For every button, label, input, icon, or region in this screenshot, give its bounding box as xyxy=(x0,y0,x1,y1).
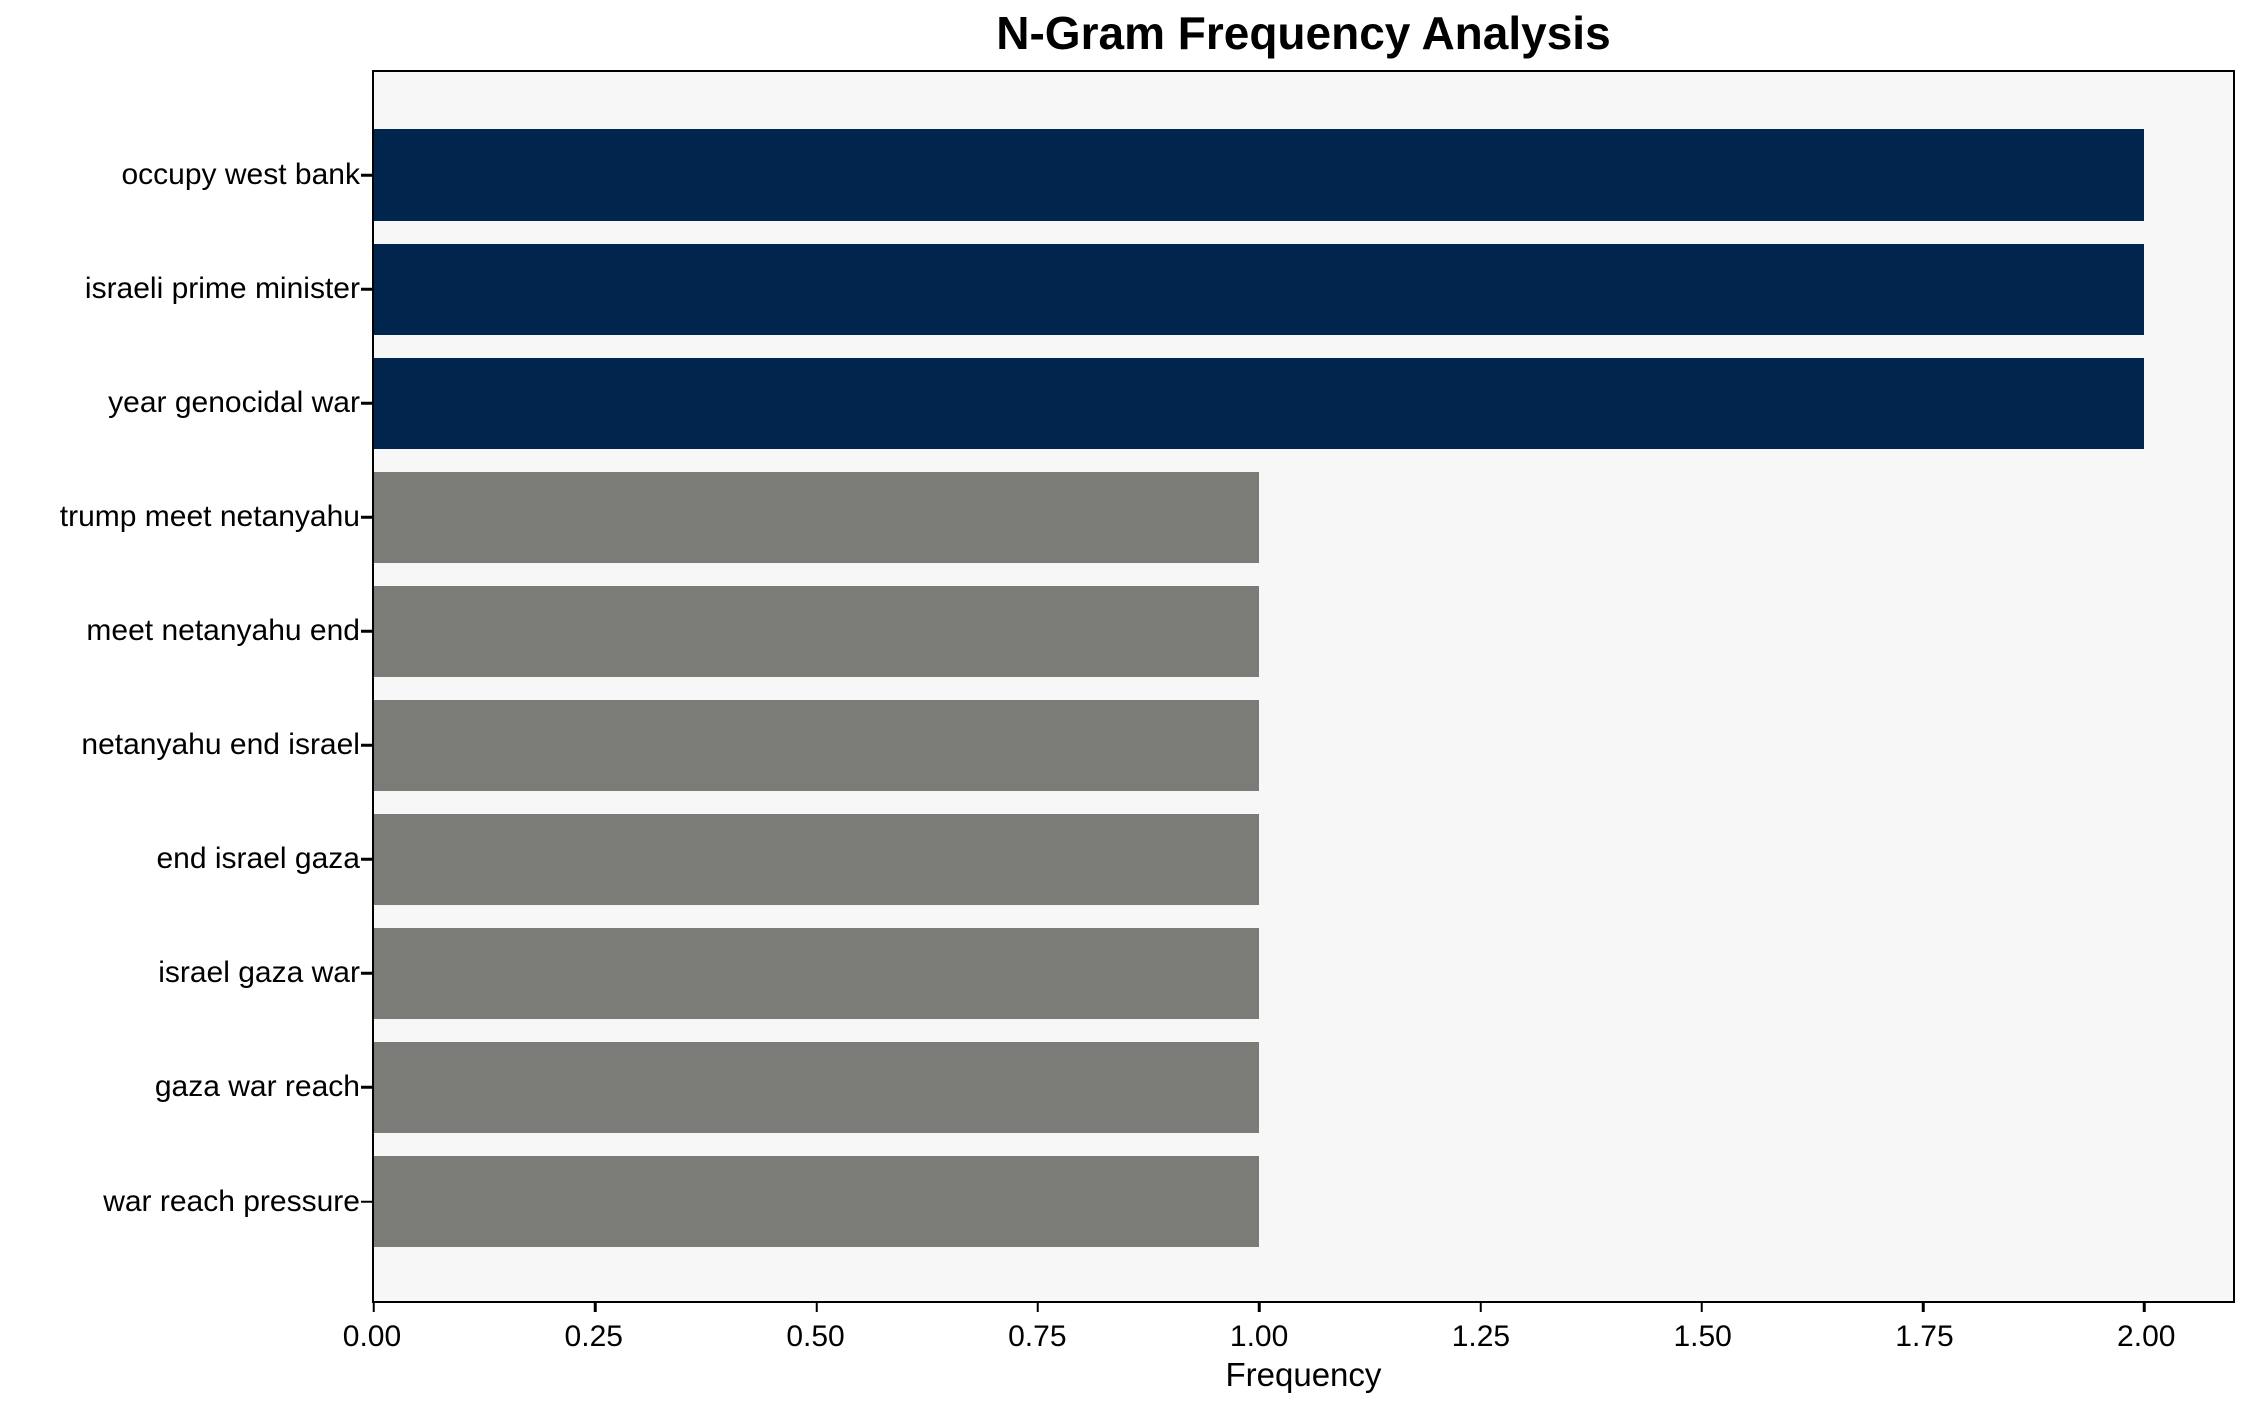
bar-row: gaza war reach xyxy=(155,1030,2233,1144)
y-tick-label: meet netanyahu end xyxy=(86,614,360,648)
x-tick-mark xyxy=(1257,1300,1261,1312)
y-tick-label: gaza war reach xyxy=(154,1070,360,1104)
y-tick-mark xyxy=(360,1200,374,1203)
x-tick-mark xyxy=(2143,1300,2146,1312)
x-tick-label: 0.25 xyxy=(564,1319,623,1353)
bar-occupy-west-bank xyxy=(373,129,2145,221)
y-tick-mark xyxy=(360,744,374,747)
y-tick-mark xyxy=(360,858,374,861)
x-tick-mark xyxy=(815,1300,818,1312)
y-tick-label: israel gaza war xyxy=(158,956,360,990)
x-tick-label: 1.00 xyxy=(1229,1319,1289,1353)
y-tick-label: israeli prime minister xyxy=(84,272,360,306)
x-tick-mark xyxy=(594,1300,597,1312)
bar-israel-gaza-war xyxy=(373,927,1260,1020)
bar-row: occupy west bank xyxy=(122,118,2233,232)
y-tick-mark xyxy=(360,401,374,405)
bar-war-reach-pressure xyxy=(373,1155,1260,1248)
bar-netanyahu-end-israel xyxy=(373,699,1260,791)
bar-meet-netanyahu-end xyxy=(373,585,1260,677)
x-tick-label: 0.75 xyxy=(1008,1319,1067,1353)
chart-title: N-Gram Frequency Analysis xyxy=(996,7,1611,59)
bar-row: netanyahu end israel xyxy=(81,688,2233,802)
bar-row: end israel gaza xyxy=(157,802,2233,916)
y-tick-mark xyxy=(360,515,374,519)
y-tick-label: occupy west bank xyxy=(121,158,360,192)
y-tick-mark xyxy=(360,630,374,633)
bar-row: meet netanyahu end xyxy=(86,574,2233,688)
x-tick-label: 1.75 xyxy=(1895,1319,1954,1353)
bar-israeli-prime-minister xyxy=(373,243,2145,335)
bar-gaza-war-reach xyxy=(373,1041,1260,1134)
x-tick-label: 1.25 xyxy=(1451,1319,1511,1353)
y-tick-label: netanyahu end israel xyxy=(81,728,360,762)
bar-end-israel-gaza xyxy=(373,813,1260,905)
y-tick-mark xyxy=(360,173,374,177)
x-tick-mark xyxy=(1036,1300,1040,1312)
y-tick-label: war reach pressure xyxy=(103,1184,360,1218)
y-tick-mark xyxy=(360,972,374,975)
x-tick-label: 2.00 xyxy=(2117,1319,2176,1353)
x-tick-mark xyxy=(372,1300,376,1312)
bar-row: war reach pressure xyxy=(103,1144,2233,1258)
bar-trump-meet-netanyahu xyxy=(373,471,1260,563)
x-tick-mark xyxy=(1921,1300,1925,1312)
x-tick-label: 1.50 xyxy=(1673,1319,1732,1353)
y-tick-mark xyxy=(360,287,374,291)
bars-container: occupy west bank israeli prime minister ye… xyxy=(60,118,2233,1259)
bar-year-genocidal-war xyxy=(373,357,2145,449)
x-tick-mark xyxy=(1700,1300,1704,1312)
x-tick-label: 0.00 xyxy=(342,1319,402,1353)
bar-row: israel gaza war xyxy=(158,916,2233,1030)
bar-row: trump meet netanyahu xyxy=(60,460,2233,574)
bar-row: israeli prime minister xyxy=(85,232,2233,346)
x-tick-mark xyxy=(1479,1300,1482,1312)
bar-row: year genocidal war xyxy=(108,346,2233,460)
plot-area: occupy west bank israeli prime minister ye… xyxy=(60,69,2235,1312)
y-tick-label: trump meet netanyahu xyxy=(59,500,360,534)
x-tick-label: 0.50 xyxy=(786,1319,845,1353)
y-tick-mark xyxy=(360,1086,374,1089)
x-axis-title: Frequency xyxy=(1225,1356,1382,1394)
y-tick-label: year genocidal war xyxy=(108,386,360,420)
y-tick-label: end israel gaza xyxy=(156,842,360,876)
x-tick-labels: 0.00 0.25 0.50 0.75 1.00 1.25 1.50 1.75 2.00 xyxy=(343,1319,2235,1358)
